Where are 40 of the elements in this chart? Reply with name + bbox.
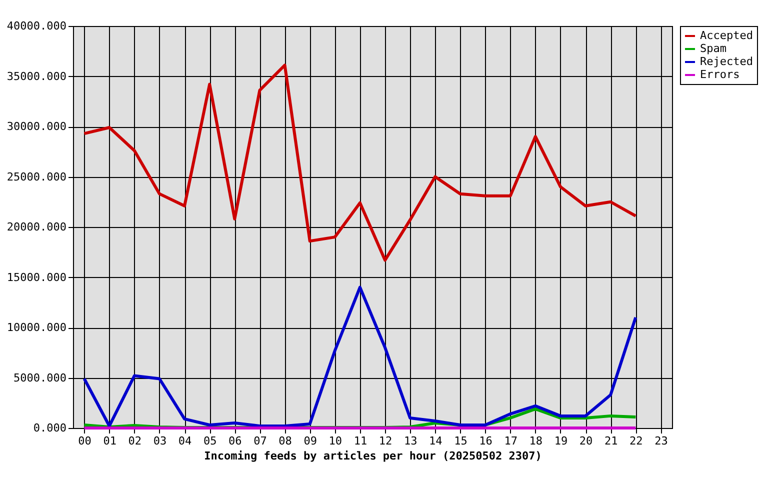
x-tick-label: 02 — [128, 434, 142, 448]
x-tick-label: 10 — [328, 434, 342, 448]
y-tick-label: 40000.000 — [6, 20, 66, 32]
x-tick-label: 06 — [228, 434, 242, 448]
x-tick-label: 07 — [254, 434, 267, 448]
y-tick-label: 30000.000 — [6, 120, 66, 133]
x-tick-label: 18 — [529, 434, 543, 448]
y-tick-label: 0.000 — [33, 422, 66, 434]
x-tick-label: 05 — [203, 434, 217, 448]
x-tick-label: 19 — [554, 434, 568, 448]
x-tick-label: 14 — [429, 434, 443, 448]
legend-label: Rejected — [700, 55, 753, 68]
x-tick-label: 21 — [604, 434, 618, 448]
x-tick-label: 12 — [378, 434, 392, 448]
x-axis-title: Incoming feeds by articles per hour (20250502 2307) — [204, 450, 542, 462]
line-series — [82, 64, 638, 262]
x-tick-label: 00 — [78, 434, 92, 448]
legend-label: Spam — [700, 42, 727, 55]
y-tick-label: 5000.000 — [14, 371, 66, 384]
legend-label: Accepted — [700, 29, 753, 42]
x-tick-label: 08 — [278, 434, 292, 448]
x-tick-label: 22 — [630, 434, 643, 448]
x-tick-label: 09 — [304, 434, 317, 448]
y-tick-label: 35000.000 — [6, 70, 66, 83]
y-tick-label: 10000.000 — [6, 321, 66, 334]
y-tick-label: 20000.000 — [6, 220, 66, 234]
x-tick-label: 15 — [454, 434, 468, 448]
x-tick-label: 04 — [178, 434, 192, 448]
y-tick-label: 15000.000 — [6, 270, 66, 284]
legend-label: Errors — [700, 68, 740, 81]
x-tick-label: 16 — [479, 434, 492, 448]
x-tick-label: 20 — [579, 434, 593, 448]
x-tick-label: 11 — [354, 434, 368, 448]
x-tick-label: 03 — [153, 434, 167, 448]
x-tick-label: 01 — [103, 434, 116, 448]
y-tick-label: 25000.000 — [6, 170, 66, 184]
x-tick-label: 17 — [504, 434, 518, 448]
x-tick-label: 13 — [404, 434, 418, 448]
line-series — [82, 286, 638, 428]
x-tick-label: 23 — [654, 434, 668, 448]
